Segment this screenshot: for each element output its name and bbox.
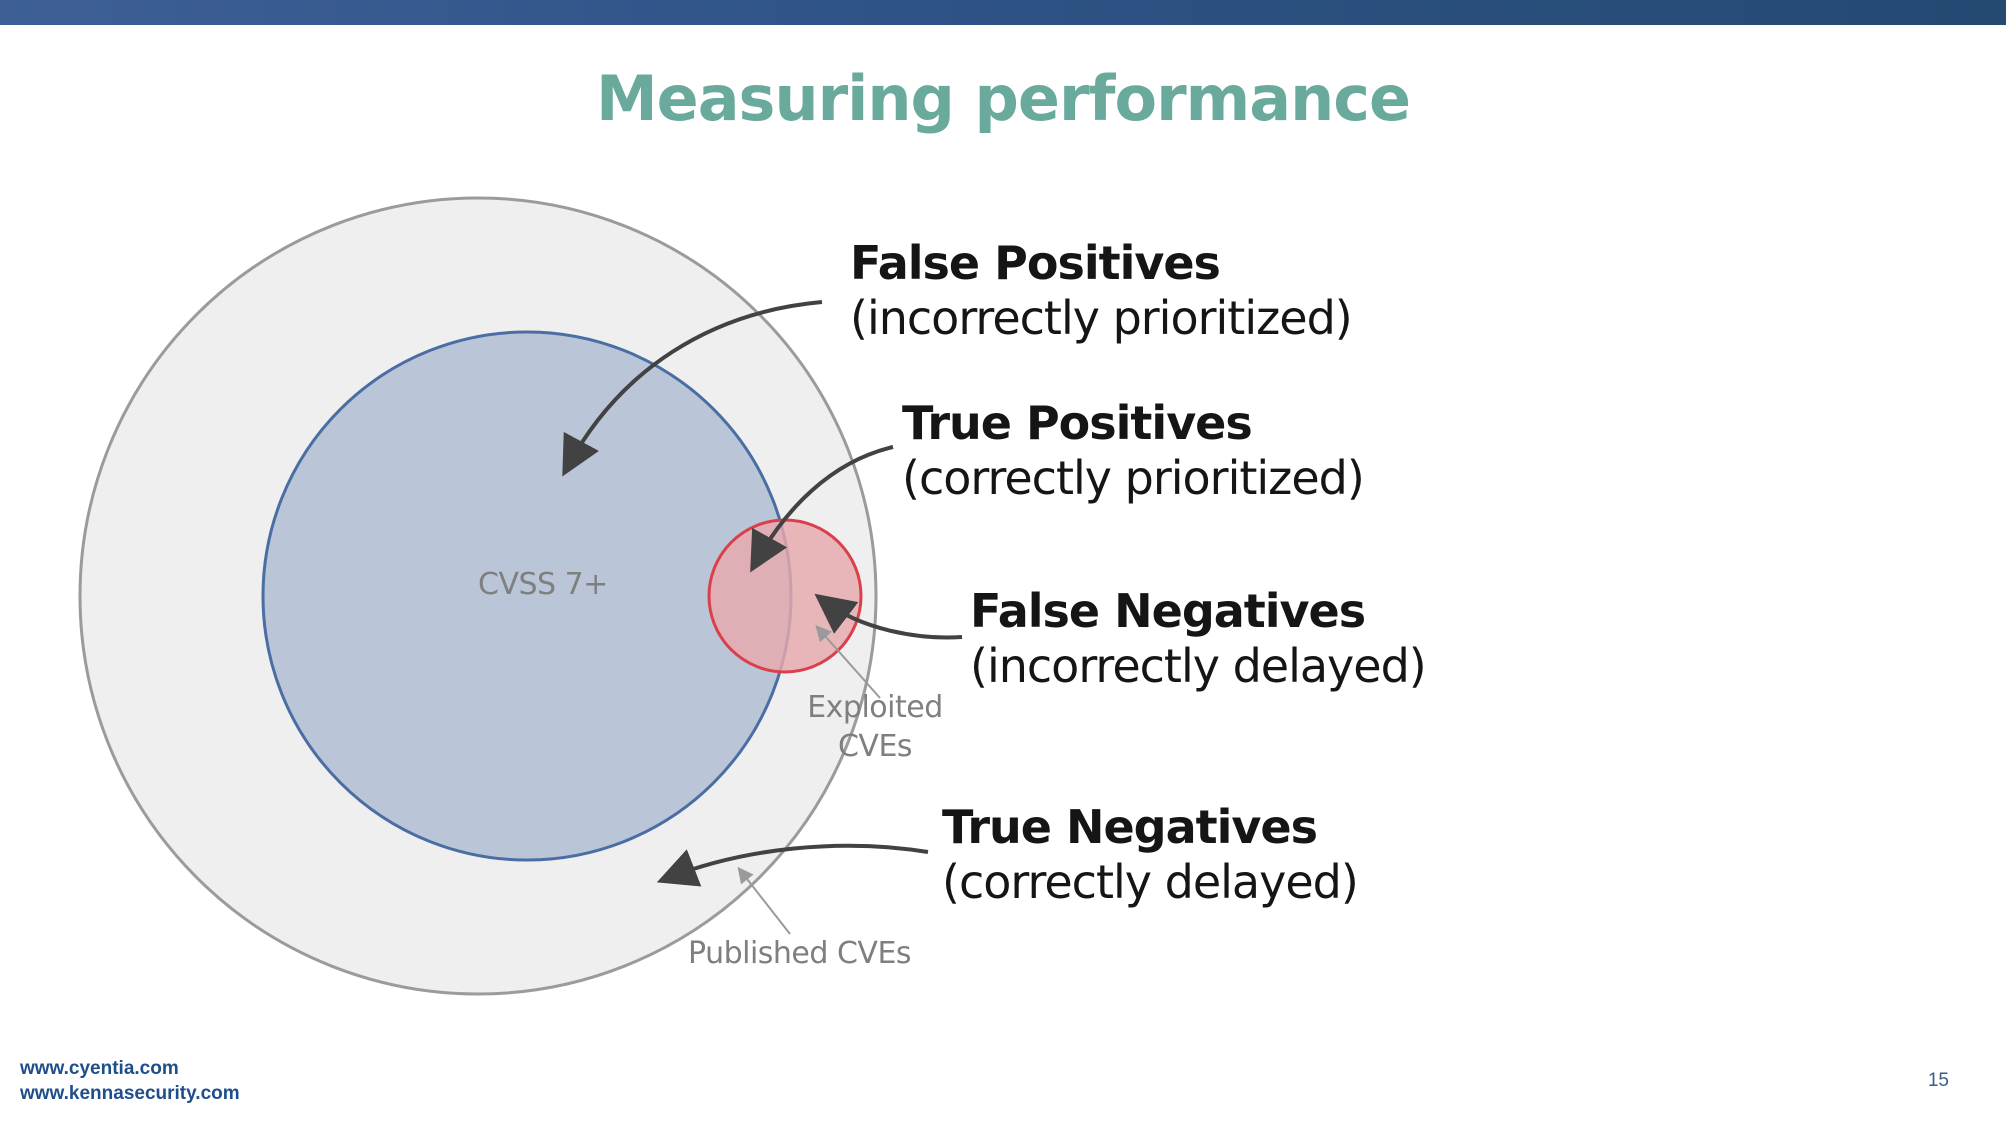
exploited-cves-label-line2: CVEs bbox=[837, 729, 913, 764]
published-cves-pointer bbox=[737, 866, 791, 935]
false-negatives-arrow bbox=[814, 593, 963, 640]
footer-link-kennasecurity[interactable]: www.kennasecurity.com bbox=[20, 1083, 240, 1104]
true-negatives-arrow bbox=[656, 843, 929, 887]
true-positives-subtext: (correctly prioritized) bbox=[902, 451, 1365, 506]
false-positives-callout: False Positives (incorrectly prioritized… bbox=[850, 236, 1353, 346]
published-cves-label: Published CVEs bbox=[688, 936, 912, 971]
false-positives-arrow bbox=[562, 300, 823, 477]
true-negatives-callout: True Negatives (correctly delayed) bbox=[942, 800, 1359, 910]
exploited-cves-circle bbox=[707, 518, 863, 674]
true-positives-heading: True Positives bbox=[902, 396, 1253, 450]
cvss-7-label: CVSS 7+ bbox=[478, 567, 608, 602]
true-positives-arrow bbox=[750, 445, 894, 573]
footer-link-cyentia[interactable]: www.cyentia.com bbox=[20, 1058, 179, 1079]
exploited-cves-label: Exploited CVEs bbox=[800, 688, 950, 766]
exploited-cves-pointer bbox=[815, 625, 881, 699]
false-negatives-subtext: (incorrectly delayed) bbox=[970, 639, 1427, 694]
false-positives-subtext: (incorrectly prioritized) bbox=[850, 291, 1353, 346]
true-positives-callout: True Positives (correctly prioritized) bbox=[902, 396, 1365, 506]
exploited-cves-label-line1: Exploited bbox=[807, 690, 943, 725]
false-positives-heading: False Positives bbox=[850, 236, 1221, 290]
false-negatives-heading: False Negatives bbox=[970, 584, 1366, 638]
true-negatives-subtext: (correctly delayed) bbox=[942, 855, 1359, 910]
page-number: 15 bbox=[1927, 1070, 1949, 1091]
true-negatives-heading: True Negatives bbox=[942, 800, 1318, 854]
top-accent-bar bbox=[0, 0, 2006, 25]
slide-title: Measuring performance bbox=[595, 62, 1411, 135]
false-negatives-callout: False Negatives (incorrectly delayed) bbox=[970, 584, 1427, 694]
footer-links: www.cyentia.com www.kennasecurity.com bbox=[20, 1056, 240, 1106]
